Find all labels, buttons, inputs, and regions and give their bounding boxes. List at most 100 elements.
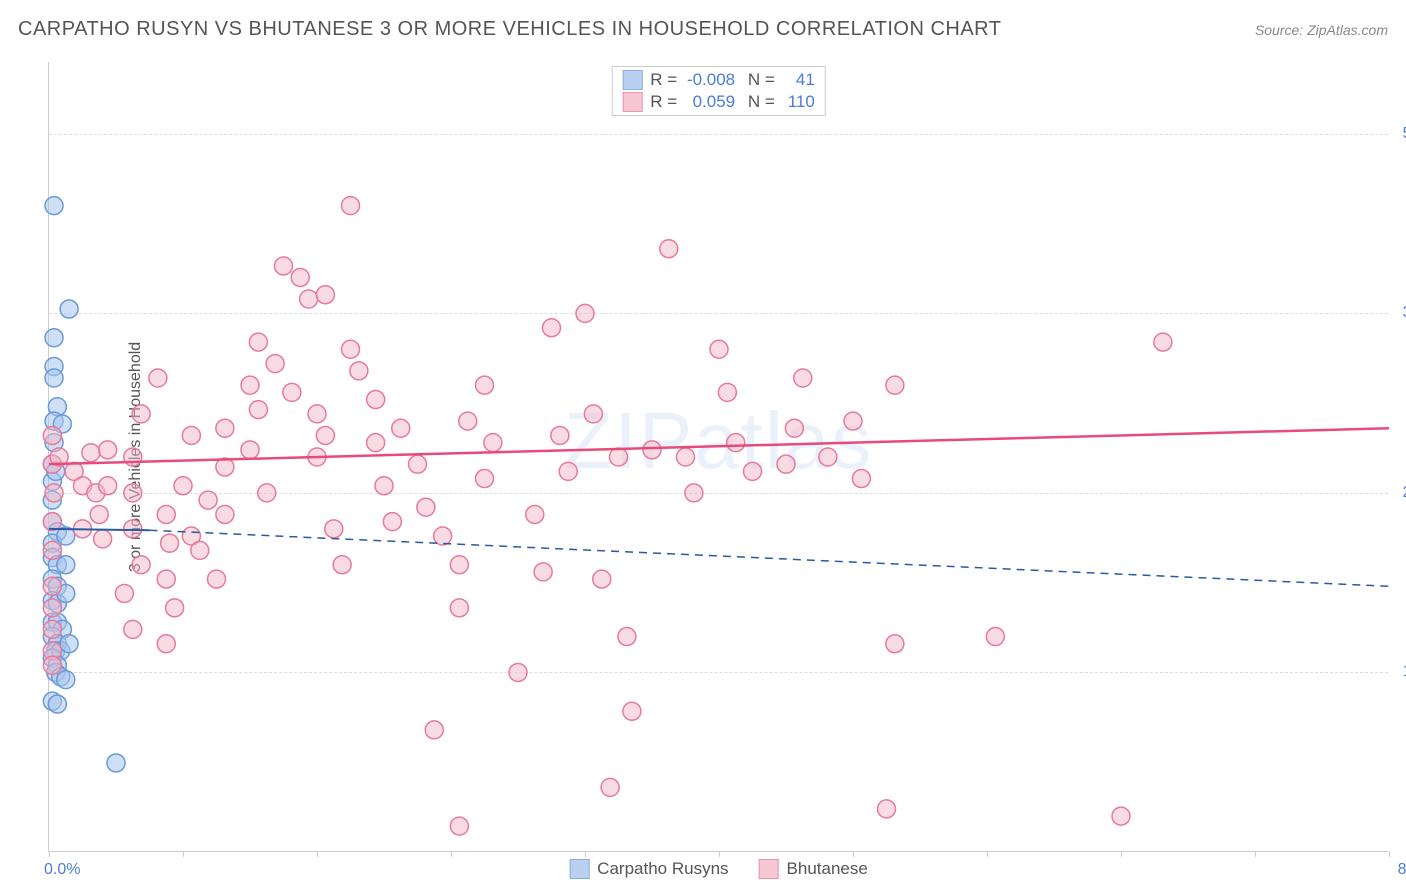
data-point [249, 333, 267, 351]
data-point [434, 527, 452, 545]
data-point [199, 491, 217, 509]
data-point [124, 484, 142, 502]
y-tick-label: 37.5% [1393, 304, 1406, 322]
data-point [157, 570, 175, 588]
stat-n-value: 110 [783, 92, 815, 112]
chart-container: 3 or more Vehicles in Household ZIPatlas… [48, 62, 1388, 852]
data-point [559, 462, 577, 480]
data-point [275, 257, 293, 275]
data-point [157, 635, 175, 653]
data-point [677, 448, 695, 466]
data-point [149, 369, 167, 387]
y-tick-label: 12.5% [1393, 663, 1406, 681]
data-point [852, 470, 870, 488]
x-tick [1389, 851, 1390, 857]
data-point [308, 405, 326, 423]
data-point [208, 570, 226, 588]
data-point [60, 635, 78, 653]
data-point [283, 383, 301, 401]
data-point [450, 599, 468, 617]
x-tick [1121, 851, 1122, 857]
data-point [819, 448, 837, 466]
data-point [45, 197, 63, 215]
data-point [409, 455, 427, 473]
y-tick-label: 50.0% [1393, 125, 1406, 143]
stat-r-value: -0.008 [685, 70, 735, 90]
x-tick [853, 851, 854, 857]
data-point [459, 412, 477, 430]
data-point [551, 426, 569, 444]
data-point [90, 505, 108, 523]
data-point [350, 362, 368, 380]
data-point [576, 304, 594, 322]
swatch-icon [759, 859, 779, 879]
data-point [610, 448, 628, 466]
data-point [57, 671, 75, 689]
x-tick [1255, 851, 1256, 857]
data-point [342, 340, 360, 358]
data-point [191, 541, 209, 559]
data-point [383, 513, 401, 531]
data-point [174, 477, 192, 495]
stats-legend: R =-0.008 N =41R =0.059 N =110 [611, 66, 826, 116]
data-point [94, 530, 112, 548]
x-tick [317, 851, 318, 857]
data-point [57, 556, 75, 574]
data-point [425, 721, 443, 739]
legend-item: Bhutanese [759, 859, 868, 879]
data-point [333, 556, 351, 574]
data-point [316, 286, 334, 304]
data-point [43, 599, 61, 617]
data-point [878, 800, 896, 818]
x-tick [987, 851, 988, 857]
data-point [886, 635, 904, 653]
stat-n-value: 41 [783, 70, 815, 90]
data-point [417, 498, 435, 516]
source-label: Source: ZipAtlas.com [1255, 22, 1388, 38]
data-point [325, 520, 343, 538]
data-point [115, 584, 133, 602]
data-point [623, 702, 641, 720]
data-point [48, 695, 66, 713]
swatch-icon [569, 859, 589, 879]
data-point [82, 444, 100, 462]
data-point [593, 570, 611, 588]
data-point [450, 556, 468, 574]
swatch-icon [622, 70, 642, 90]
x-tick [585, 851, 586, 857]
data-point [124, 520, 142, 538]
x-tick [183, 851, 184, 857]
swatch-icon [622, 92, 642, 112]
data-point [43, 620, 61, 638]
data-point [601, 778, 619, 796]
data-point [718, 383, 736, 401]
stat-n-label: N = [743, 70, 775, 90]
data-point [216, 419, 234, 437]
data-point [392, 419, 410, 437]
data-point [509, 663, 527, 681]
data-point [99, 477, 117, 495]
data-point [161, 534, 179, 552]
data-point [794, 369, 812, 387]
data-point [375, 477, 393, 495]
data-point [45, 484, 63, 502]
data-point [534, 563, 552, 581]
data-point [241, 376, 259, 394]
data-point [166, 599, 184, 617]
x-tick [451, 851, 452, 857]
y-tick-label: 25.0% [1393, 484, 1406, 502]
stat-n-label: N = [743, 92, 775, 112]
data-point [986, 628, 1004, 646]
x-axis-max: 80.0% [1398, 861, 1406, 879]
data-point [45, 329, 63, 347]
legend-item: Carpatho Rusyns [569, 859, 728, 879]
data-point [660, 240, 678, 258]
data-point [99, 441, 117, 459]
stat-r-label: R = [650, 92, 677, 112]
data-point [132, 405, 150, 423]
data-point [182, 426, 200, 444]
data-point [685, 484, 703, 502]
data-point [643, 441, 661, 459]
data-point [367, 434, 385, 452]
legend-label: Carpatho Rusyns [597, 859, 728, 879]
